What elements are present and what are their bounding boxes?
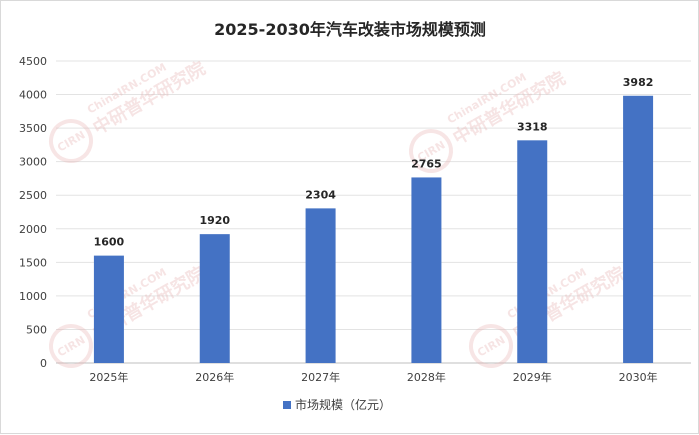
legend-label: 市场规模（亿元） xyxy=(295,397,391,412)
watermark-logo-text: CIRN xyxy=(55,333,87,359)
x-tick-label: 2027年 xyxy=(301,370,340,384)
bars xyxy=(93,95,654,364)
y-tick-label: 4500 xyxy=(19,55,47,68)
y-tick-label: 2500 xyxy=(19,189,47,202)
x-tick-label: 2029年 xyxy=(513,370,552,384)
data-label: 3318 xyxy=(517,120,548,133)
data-label: 1600 xyxy=(94,236,125,249)
y-tick-label: 500 xyxy=(26,323,47,336)
watermark-logo-icon xyxy=(49,119,93,163)
x-axis-ticks: 2025年 2026年 2027年 2028年 2029年 2030年 xyxy=(89,370,657,384)
x-tick-label: 2030年 xyxy=(619,370,658,384)
x-tick-label: 2028年 xyxy=(407,370,446,384)
watermark-logo-icon xyxy=(469,324,513,368)
data-labels: 1600 1920 2304 2765 3318 3982 xyxy=(94,76,654,249)
y-tick-label: 3500 xyxy=(19,122,47,135)
watermark-logo-text: CIRN xyxy=(475,333,507,359)
data-label: 3982 xyxy=(623,76,654,89)
y-tick-label: 1500 xyxy=(19,256,47,269)
y-tick-label: 3000 xyxy=(19,156,47,169)
grid-lines xyxy=(56,60,691,364)
y-axis-ticks: 0 500 1000 1500 2000 2500 3000 3500 4000 4500 xyxy=(19,55,47,370)
x-tick-label: 2026年 xyxy=(195,370,234,384)
watermark-logo-icon xyxy=(409,129,453,173)
x-tick-label: 2025年 xyxy=(89,370,128,384)
legend-swatch xyxy=(283,401,291,409)
bar xyxy=(93,255,124,363)
y-tick-label: 2000 xyxy=(19,223,47,236)
bar xyxy=(305,208,336,363)
legend: 市场规模（亿元） xyxy=(283,397,391,412)
bar xyxy=(517,140,548,363)
bar xyxy=(411,177,442,363)
data-label: 2304 xyxy=(305,188,336,201)
data-label: 1920 xyxy=(199,214,230,227)
y-tick-label: 0 xyxy=(40,357,47,370)
bar xyxy=(199,234,230,363)
y-tick-label: 1000 xyxy=(19,290,47,303)
data-label: 2765 xyxy=(411,157,442,170)
watermark-logo-icon xyxy=(49,324,93,368)
chart-title: 2025-2030年汽车改装市场规模预测 xyxy=(214,20,486,39)
bar xyxy=(623,95,654,364)
y-tick-label: 4000 xyxy=(19,89,47,102)
watermark-logo-text: CIRN xyxy=(55,128,87,154)
